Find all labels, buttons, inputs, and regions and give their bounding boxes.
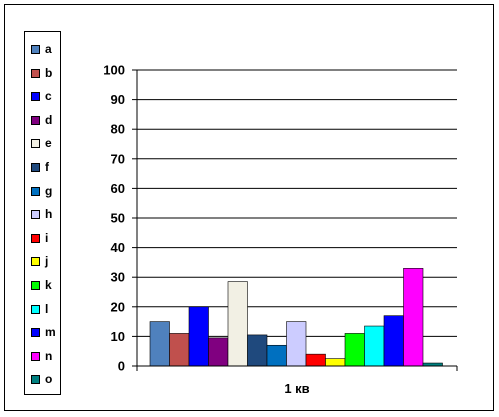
- legend-label: j: [45, 254, 49, 269]
- bar-n: [403, 268, 424, 367]
- y-tick-label: 50: [111, 211, 125, 226]
- legend-swatch: [31, 186, 40, 196]
- legend-swatch: [31, 92, 40, 102]
- legend-swatch: [31, 139, 40, 149]
- legend-item-c: c: [31, 87, 61, 107]
- legend-item-i: i: [31, 229, 61, 249]
- legend-item-e: e: [31, 134, 61, 154]
- legend-item-n: n: [31, 347, 61, 367]
- y-tick-label: 20: [111, 299, 125, 314]
- legend-label: k: [45, 278, 52, 292]
- legend-label: c: [45, 89, 52, 104]
- bar-g: [266, 344, 287, 367]
- bar-d: [208, 337, 229, 367]
- legend-item-h: h: [31, 205, 61, 225]
- legend-item-l: l: [31, 300, 61, 320]
- legend-item-a: a: [31, 40, 61, 60]
- y-tick-label: 10: [111, 329, 125, 344]
- bar-k: [344, 333, 365, 367]
- bar-i: [305, 353, 326, 367]
- legend-label: h: [45, 207, 53, 222]
- legend-label: n: [45, 348, 53, 363]
- legend-label: e: [45, 136, 52, 151]
- legend-swatch: [31, 68, 40, 78]
- legend-swatch: [31, 351, 40, 361]
- legend-swatch: [31, 210, 40, 220]
- legend-label: i: [45, 230, 49, 245]
- legend-swatch: [31, 328, 40, 338]
- legend-label: g: [45, 183, 53, 198]
- legend-swatch: [31, 45, 40, 54]
- legend-label: d: [45, 112, 53, 127]
- bar-l: [364, 325, 385, 367]
- legend-item-m: m: [31, 323, 61, 343]
- bar-b: [169, 333, 190, 367]
- axes: [132, 69, 458, 371]
- x-category-label: 1 кв: [284, 381, 309, 396]
- legend-item-o: o: [31, 370, 61, 390]
- y-tick-label: 40: [111, 240, 125, 255]
- legend-swatch: [31, 304, 40, 314]
- y-tick-label: 90: [111, 92, 125, 107]
- y-tick-label: 70: [111, 151, 125, 166]
- legend-item-g: g: [31, 182, 61, 202]
- legend-label: o: [45, 372, 53, 387]
- y-tick-label: 80: [111, 122, 125, 137]
- y-tick-label: 100: [103, 63, 125, 78]
- bar-a: [149, 321, 170, 367]
- bar-c: [188, 306, 209, 367]
- legend-label: l: [45, 301, 49, 316]
- legend-swatch: [31, 233, 40, 243]
- legend-swatch: [31, 375, 40, 385]
- legend-item-k: k: [31, 276, 61, 296]
- legend-item-b: b: [31, 64, 61, 84]
- legend-swatch: [31, 115, 40, 125]
- y-axis-labels: 0 10 20 30 40 50 60 70 80 90 100: [103, 63, 125, 374]
- legend-label: a: [45, 42, 52, 56]
- bars: [149, 268, 443, 367]
- x-axis-labels: 1 кв: [284, 381, 309, 396]
- bar-e: [227, 281, 248, 367]
- legend-label: f: [45, 160, 49, 174]
- legend-label: b: [45, 65, 53, 80]
- y-tick-label: 0: [118, 359, 125, 374]
- bar-m: [383, 315, 404, 367]
- legend-swatch: [31, 281, 40, 290]
- bar-h: [286, 321, 307, 367]
- legend-swatch: [31, 163, 40, 172]
- legend-label: m: [45, 325, 56, 340]
- legend-item-j: j: [31, 252, 61, 272]
- legend-item-d: d: [31, 111, 61, 131]
- bar-f: [247, 334, 268, 367]
- y-tick-label: 60: [111, 181, 125, 196]
- legend-swatch: [31, 257, 40, 267]
- legend-item-f: f: [31, 158, 61, 178]
- y-tick-label: 30: [111, 270, 125, 285]
- bar-j: [325, 358, 346, 367]
